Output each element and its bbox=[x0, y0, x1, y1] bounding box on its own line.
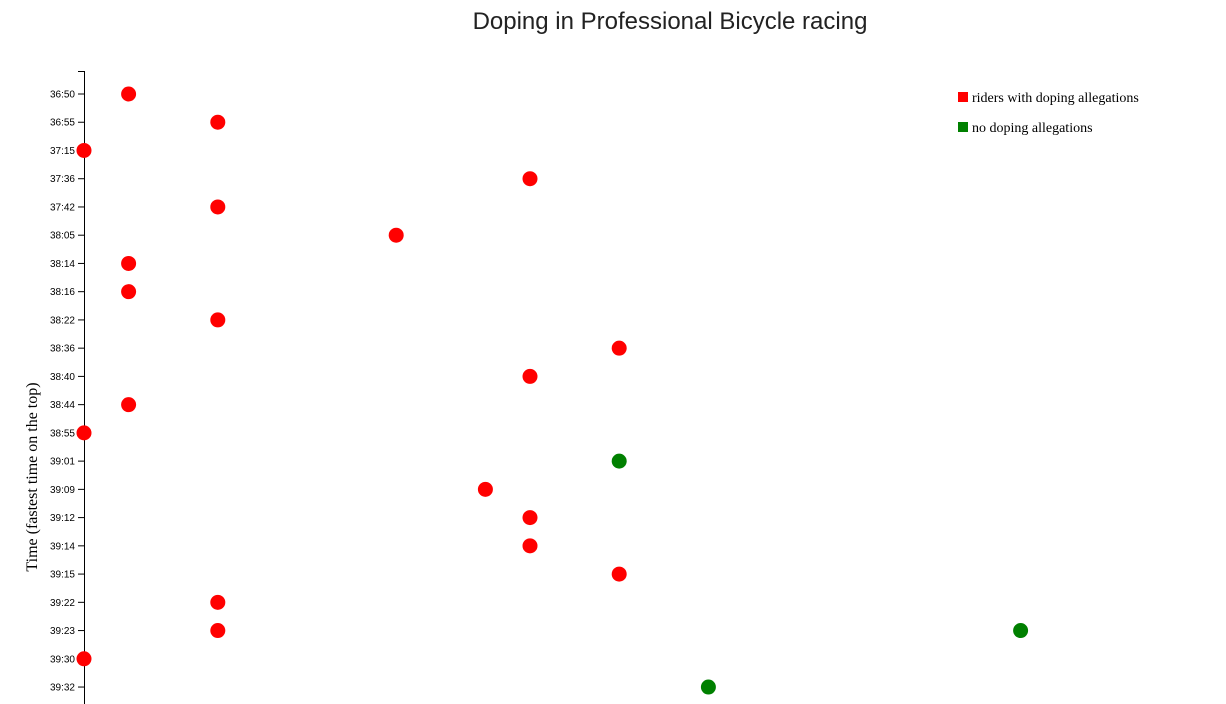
y-tick-label: 38:44 bbox=[50, 400, 75, 411]
point-doping[interactable] bbox=[210, 199, 226, 215]
y-tick-label: 38:40 bbox=[50, 372, 75, 383]
y-axis-label: Time (fastest time on the top) bbox=[24, 382, 41, 571]
y-tick-label: 39:09 bbox=[50, 485, 75, 496]
y-tick-label: 37:15 bbox=[50, 146, 75, 157]
point-doping[interactable] bbox=[121, 284, 137, 300]
y-tick-label: 36:50 bbox=[50, 90, 75, 101]
y-tick-label: 39:23 bbox=[50, 626, 75, 637]
y-tick-label: 38:05 bbox=[50, 231, 75, 242]
legend-swatch-clean bbox=[958, 122, 968, 132]
y-tick-label: 38:16 bbox=[50, 287, 75, 298]
data-points bbox=[76, 86, 1029, 695]
legend-label-clean: no doping allegations bbox=[972, 121, 1093, 136]
legend-swatch-doping bbox=[958, 92, 968, 102]
point-doping[interactable] bbox=[611, 340, 627, 356]
y-tick-label: 38:36 bbox=[50, 344, 75, 355]
point-doping[interactable] bbox=[210, 594, 226, 610]
y-tick-label: 37:36 bbox=[50, 174, 75, 185]
point-doping[interactable] bbox=[210, 312, 226, 328]
point-doping[interactable] bbox=[477, 481, 493, 497]
y-tick-label: 39:15 bbox=[50, 570, 75, 581]
y-tick-label: 38:55 bbox=[50, 428, 75, 439]
point-no-doping[interactable] bbox=[700, 679, 716, 695]
y-tick-label: 39:32 bbox=[50, 683, 75, 694]
point-doping[interactable] bbox=[210, 114, 226, 130]
point-doping[interactable] bbox=[522, 171, 538, 187]
point-no-doping[interactable] bbox=[611, 453, 627, 469]
point-doping[interactable] bbox=[522, 368, 538, 384]
y-tick-label: 38:22 bbox=[50, 315, 75, 326]
point-doping[interactable] bbox=[121, 255, 137, 271]
point-doping[interactable] bbox=[76, 425, 92, 441]
y-axis: 36:50 36:55 37:15 37:36 37:42 38:05 38:14 38:16… bbox=[50, 71, 85, 704]
chart-title: Doping in Professional Bicycle racing bbox=[472, 8, 868, 35]
y-tick-label: 36:55 bbox=[50, 118, 75, 129]
y-tick-label: 39:22 bbox=[50, 598, 75, 609]
y-tick-label: 39:12 bbox=[50, 513, 75, 524]
point-doping[interactable] bbox=[611, 566, 627, 582]
point-doping[interactable] bbox=[76, 142, 92, 158]
point-doping[interactable] bbox=[121, 397, 137, 413]
y-tick-label: 39:30 bbox=[50, 654, 75, 665]
point-doping[interactable] bbox=[210, 623, 226, 639]
point-no-doping[interactable] bbox=[1013, 623, 1029, 639]
legend: riders with doping allegations no doping … bbox=[958, 91, 1139, 136]
point-doping[interactable] bbox=[388, 227, 404, 243]
point-doping[interactable] bbox=[76, 651, 92, 667]
point-doping[interactable] bbox=[522, 538, 538, 554]
legend-label-doping: riders with doping allegations bbox=[972, 91, 1139, 106]
y-tick-label: 39:14 bbox=[50, 541, 75, 552]
point-doping[interactable] bbox=[121, 86, 137, 102]
point-doping[interactable] bbox=[522, 510, 538, 526]
y-tick-label: 38:14 bbox=[50, 259, 75, 270]
y-tick-label: 39:01 bbox=[50, 457, 75, 468]
y-tick-label: 37:42 bbox=[50, 202, 75, 213]
